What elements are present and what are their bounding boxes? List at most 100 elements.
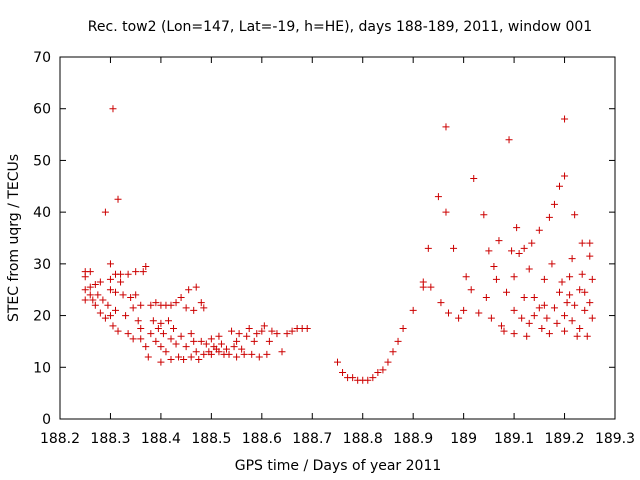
data-point — [303, 325, 311, 332]
data-point — [442, 123, 450, 131]
data-point — [255, 353, 263, 361]
data-point — [583, 332, 591, 340]
data-point — [525, 319, 533, 327]
data-point — [561, 172, 569, 180]
data-point — [114, 327, 122, 335]
data-point — [192, 283, 200, 291]
data-point — [561, 327, 569, 335]
data-point — [278, 348, 286, 356]
data-point — [510, 330, 518, 338]
data-point — [510, 306, 518, 314]
data-point — [190, 337, 198, 345]
data-point — [550, 304, 558, 312]
data-point — [563, 299, 571, 307]
data-point — [106, 286, 114, 294]
data-point — [112, 288, 119, 296]
data-point — [187, 353, 195, 361]
x-tick-label: 188.5 — [191, 431, 231, 447]
data-point — [89, 296, 97, 304]
data-point — [187, 330, 195, 338]
data-point — [339, 368, 347, 376]
data-point — [91, 301, 99, 309]
data-point — [508, 247, 516, 255]
data-point — [164, 317, 172, 325]
data-point — [455, 314, 463, 322]
data-point — [586, 239, 594, 247]
data-point — [109, 322, 117, 330]
data-point — [374, 368, 382, 376]
data-point — [490, 262, 498, 270]
data-point — [553, 319, 561, 327]
data-point — [248, 350, 256, 358]
data-point — [263, 350, 271, 358]
data-point — [558, 278, 566, 286]
data-point — [139, 268, 147, 276]
data-point — [427, 283, 435, 291]
plot-frame — [59, 56, 616, 420]
data-point — [177, 332, 185, 340]
data-point — [566, 291, 574, 299]
data-point — [528, 239, 536, 247]
data-point — [445, 309, 452, 317]
data-point — [109, 105, 117, 113]
data-point — [379, 366, 387, 374]
data-point — [545, 213, 553, 221]
data-point — [86, 283, 94, 291]
data-point — [573, 332, 581, 340]
data-point — [81, 296, 89, 304]
data-point — [389, 348, 397, 356]
data-point — [167, 335, 175, 343]
data-point — [104, 301, 112, 309]
data-point — [238, 345, 246, 353]
x-tick-label: 188.4 — [141, 431, 181, 447]
x-tick-label: 189.3 — [595, 431, 635, 447]
data-point — [192, 348, 200, 356]
y-axis-label: STEC from uqrg / TECUs — [6, 154, 22, 322]
x-tick-label: 188.6 — [242, 431, 282, 447]
data-point — [134, 317, 142, 325]
data-point — [197, 337, 205, 345]
data-point — [561, 115, 569, 123]
data-point — [159, 330, 167, 338]
data-point — [520, 244, 528, 252]
data-point — [230, 343, 238, 351]
data-point — [99, 296, 107, 304]
data-point — [258, 327, 266, 335]
data-point — [369, 374, 377, 382]
data-point — [114, 195, 122, 203]
data-point — [233, 353, 241, 361]
data-point — [106, 275, 114, 283]
data-point — [515, 250, 523, 258]
data-point — [578, 239, 586, 247]
data-point — [419, 283, 427, 291]
chart-title: Rec. tow2 (Lon=147, Lat=-19, h=HE), days… — [88, 19, 592, 35]
data-point — [518, 314, 526, 322]
data-point — [384, 358, 392, 366]
data-point — [588, 314, 596, 322]
data-point — [424, 244, 432, 252]
data-point — [207, 335, 215, 343]
data-point — [190, 306, 198, 314]
data-point — [349, 374, 357, 382]
data-point — [394, 337, 402, 345]
x-tick-label: 188.2 — [40, 431, 80, 447]
data-point — [157, 358, 165, 366]
data-point — [129, 335, 137, 343]
x-axis-label: GPS time / Days of year 2011 — [235, 458, 442, 474]
data-point — [152, 299, 160, 307]
data-point — [523, 332, 531, 340]
data-point — [81, 286, 89, 294]
data-point — [492, 275, 500, 283]
data-point — [556, 288, 563, 296]
data-point — [581, 306, 589, 314]
data-point — [260, 322, 268, 330]
data-point — [442, 208, 450, 216]
y-tick-label: 0 — [42, 412, 51, 428]
data-point — [137, 335, 145, 343]
data-point — [545, 330, 553, 338]
data-point — [101, 314, 109, 322]
data-point — [495, 237, 503, 245]
data-point — [505, 136, 513, 144]
data-point — [497, 322, 505, 330]
